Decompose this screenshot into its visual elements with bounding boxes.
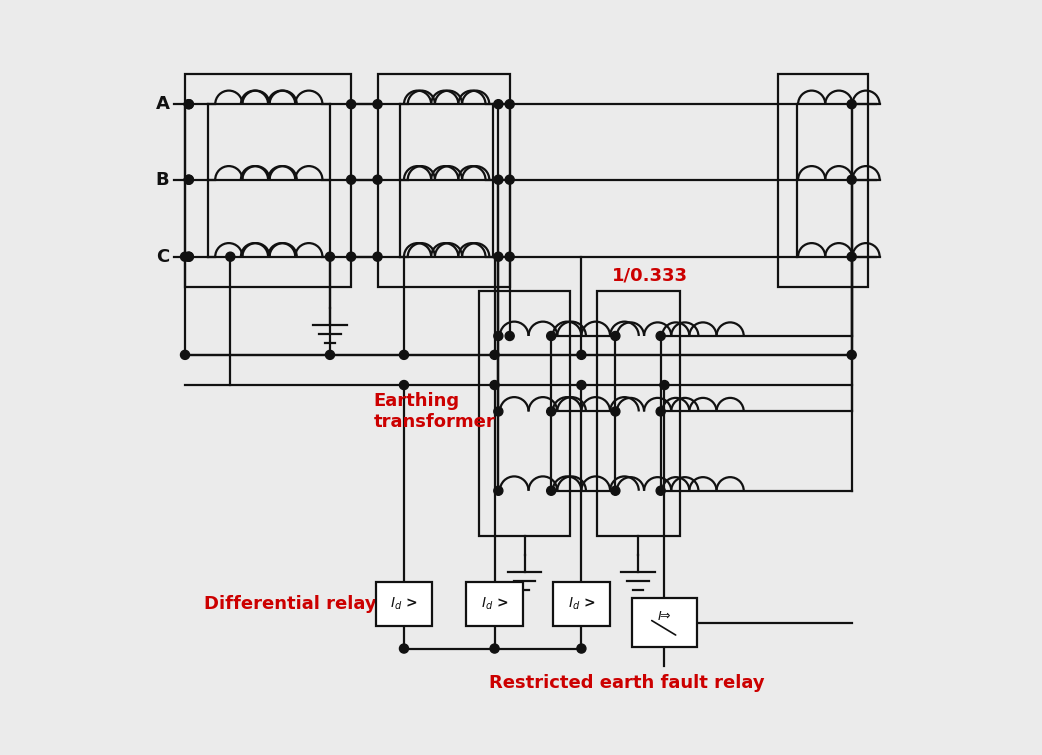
Circle shape bbox=[490, 381, 499, 390]
Text: Differential relay: Differential relay bbox=[204, 595, 376, 613]
Circle shape bbox=[399, 381, 408, 390]
Bar bbox=[377, 74, 510, 287]
Circle shape bbox=[660, 381, 669, 390]
Bar bbox=[185, 74, 351, 287]
Text: $I\!\!\Rightarrow$: $I\!\!\Rightarrow$ bbox=[658, 610, 671, 624]
Circle shape bbox=[490, 350, 499, 359]
Circle shape bbox=[577, 381, 586, 390]
Text: Restricted earth fault relay: Restricted earth fault relay bbox=[489, 674, 765, 692]
Text: Earthing
transformer: Earthing transformer bbox=[374, 392, 496, 431]
Circle shape bbox=[656, 486, 665, 495]
Circle shape bbox=[847, 350, 857, 359]
Circle shape bbox=[494, 175, 503, 184]
Circle shape bbox=[494, 486, 503, 495]
Circle shape bbox=[226, 252, 234, 261]
Circle shape bbox=[494, 100, 503, 109]
Circle shape bbox=[547, 486, 555, 495]
Circle shape bbox=[547, 331, 555, 341]
Text: $I_d$ >: $I_d$ > bbox=[480, 596, 508, 612]
Circle shape bbox=[611, 407, 620, 416]
Bar bbox=[466, 582, 523, 626]
Circle shape bbox=[347, 175, 355, 184]
Circle shape bbox=[611, 331, 620, 341]
Circle shape bbox=[347, 100, 355, 109]
Circle shape bbox=[505, 100, 514, 109]
Circle shape bbox=[347, 252, 355, 261]
Circle shape bbox=[184, 100, 194, 109]
Circle shape bbox=[847, 252, 857, 261]
Circle shape bbox=[505, 252, 514, 261]
Circle shape bbox=[577, 644, 586, 653]
Circle shape bbox=[505, 331, 514, 341]
Text: B: B bbox=[155, 171, 169, 189]
Circle shape bbox=[373, 252, 382, 261]
Circle shape bbox=[180, 252, 190, 261]
Circle shape bbox=[184, 252, 194, 261]
Text: $I_d$ >: $I_d$ > bbox=[568, 596, 595, 612]
Circle shape bbox=[399, 350, 408, 359]
Circle shape bbox=[184, 175, 194, 184]
Circle shape bbox=[184, 100, 194, 109]
Circle shape bbox=[373, 175, 382, 184]
Circle shape bbox=[490, 644, 499, 653]
Bar bbox=[777, 74, 868, 287]
Circle shape bbox=[847, 175, 857, 184]
Circle shape bbox=[184, 175, 194, 184]
Circle shape bbox=[656, 407, 665, 416]
Circle shape bbox=[373, 100, 382, 109]
Circle shape bbox=[494, 252, 503, 261]
Circle shape bbox=[611, 486, 620, 495]
Text: 1/0.333: 1/0.333 bbox=[612, 267, 688, 285]
Circle shape bbox=[399, 644, 408, 653]
Bar bbox=[376, 582, 432, 626]
Circle shape bbox=[325, 350, 334, 359]
Circle shape bbox=[494, 407, 503, 416]
Text: $I_d$ >: $I_d$ > bbox=[390, 596, 418, 612]
Circle shape bbox=[577, 350, 586, 359]
Circle shape bbox=[847, 100, 857, 109]
Circle shape bbox=[180, 350, 190, 359]
Text: A: A bbox=[155, 95, 169, 113]
Circle shape bbox=[184, 252, 194, 261]
Circle shape bbox=[505, 175, 514, 184]
Bar bbox=[553, 582, 610, 626]
Bar bbox=[479, 291, 570, 536]
Circle shape bbox=[325, 252, 334, 261]
Bar bbox=[632, 598, 696, 648]
Circle shape bbox=[494, 331, 503, 341]
Circle shape bbox=[547, 407, 555, 416]
Circle shape bbox=[656, 331, 665, 341]
Bar bbox=[596, 291, 679, 536]
Text: C: C bbox=[155, 248, 169, 266]
